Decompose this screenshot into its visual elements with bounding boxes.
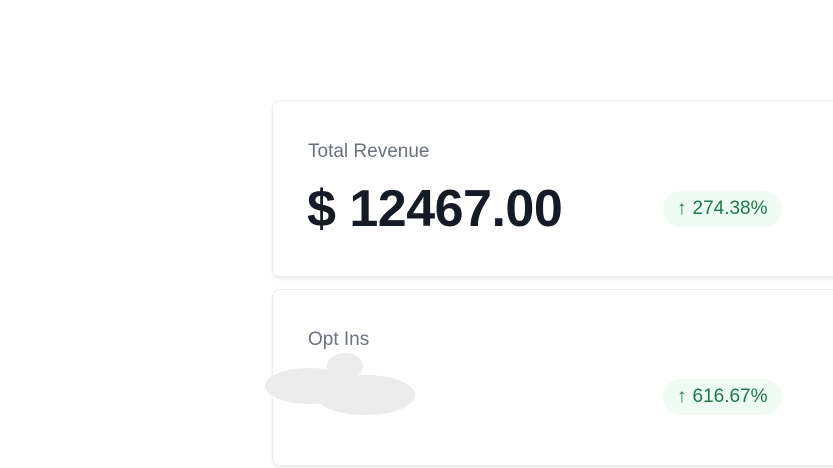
card-label: Opt Ins [308, 329, 370, 350]
card-value: $ 12467.00 [307, 180, 563, 238]
change-value: 616.67% [692, 386, 768, 407]
change-value: 274.38% [692, 198, 768, 219]
change-badge: ↑ 616.67% [663, 379, 782, 415]
change-badge: ↑ 274.38% [663, 191, 782, 227]
arrow-up-icon: ↑ [677, 198, 687, 219]
total-revenue-card: Total Revenue $ 12467.00 ↑ 274.38% [272, 100, 833, 277]
redaction-smudge [265, 353, 415, 415]
arrow-up-icon: ↑ [677, 386, 687, 407]
card-label: Total Revenue [308, 141, 430, 162]
